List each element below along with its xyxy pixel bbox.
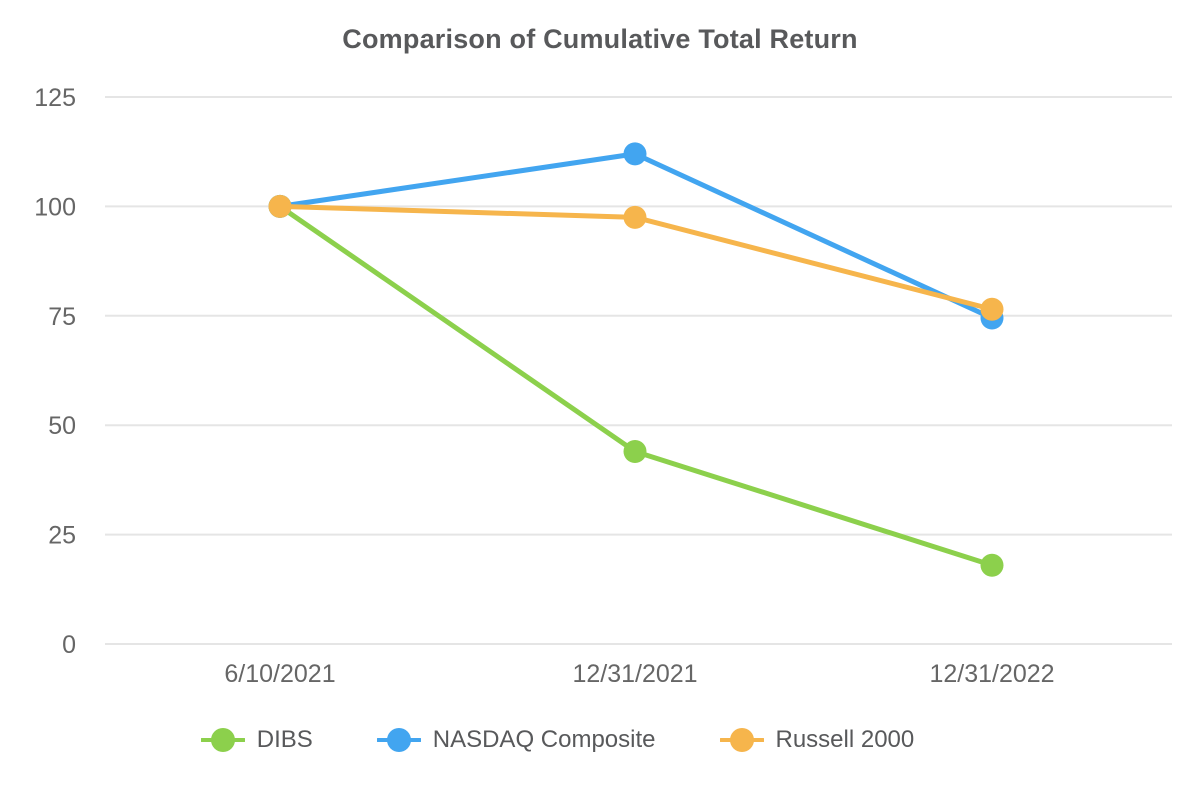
x-tick-label: 12/31/2022 xyxy=(929,660,1054,688)
legend-label: NASDAQ Composite xyxy=(432,726,656,753)
y-tick-label: 75 xyxy=(48,303,76,331)
data-point-dibs xyxy=(623,439,647,463)
data-point-russell-2000 xyxy=(623,205,647,229)
chart-legend: DIBS NASDAQ Composite Russell 2000 xyxy=(0,726,1115,754)
legend-label: Russell 2000 xyxy=(775,726,915,753)
legend-marker-icon xyxy=(376,728,421,752)
y-tick-label: 25 xyxy=(48,522,76,550)
legend-marker-icon xyxy=(719,728,764,752)
y-tick-label: 0 xyxy=(62,631,76,659)
x-tick-label: 6/10/2021 xyxy=(224,660,335,688)
legend-marker-icon xyxy=(200,728,245,752)
data-point-russell-2000 xyxy=(268,194,292,218)
x-tick-label: 12/31/2021 xyxy=(572,660,697,688)
legend-item-dibs[interactable]: DIBS xyxy=(200,726,313,754)
legend-label: DIBS xyxy=(256,726,313,753)
chart-title: Comparison of Cumulative Total Return xyxy=(342,24,858,54)
legend-item-russell-2000[interactable]: Russell 2000 xyxy=(719,726,915,754)
y-tick-label: 100 xyxy=(34,193,76,221)
data-point-nasdaq-composite xyxy=(623,142,647,166)
series-line-nasdaq-composite xyxy=(277,151,995,321)
y-tick-label: 50 xyxy=(48,412,76,440)
series-line-dibs xyxy=(277,203,995,568)
data-point-russell-2000 xyxy=(980,297,1004,321)
data-point-dibs xyxy=(980,553,1004,577)
legend-item-nasdaq-composite[interactable]: NASDAQ Composite xyxy=(376,726,656,754)
y-tick-label: 125 xyxy=(34,84,76,112)
